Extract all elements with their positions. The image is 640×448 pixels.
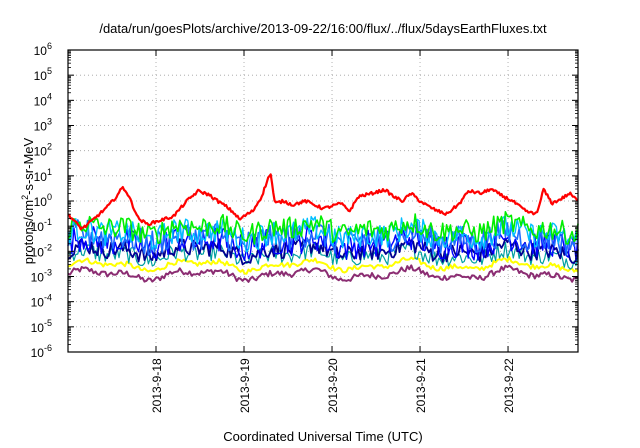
y-tick-label: 10-3 [31,268,52,285]
x-tick-label: 2013-9-22 [502,358,516,413]
series-line [67,211,579,245]
y-tick-label: 101 [34,167,52,184]
chart-title: /data/run/goesPlots/archive/2013-09-22/1… [99,21,547,36]
y-tick-label: 100 [34,192,52,209]
y-axis-label: protons/cm2-s-sr-MeV [20,137,36,264]
x-tick-label: 2013-9-21 [414,358,428,413]
series-layer [67,173,579,283]
y-tick-label: 104 [34,91,52,108]
y-axis: 10-6 10-5 10-4 10-3 10-2 10-1 100 101 102 103 104 1… [31,41,578,360]
series-line [67,224,579,261]
y-tick-label: 103 [34,117,52,134]
x-tick-label: 2013-9-19 [238,358,252,413]
y-tick-label: 10-4 [31,293,52,310]
series-line [67,215,579,253]
y-tick-label: 105 [34,66,52,83]
y-tick-label: 10-2 [31,242,52,259]
grid-lines [68,50,578,352]
y-tick-label: 106 [34,41,52,58]
series-line [67,264,578,283]
x-tick-label: 2013-9-18 [150,358,164,413]
y-tick-label: 10-6 [31,343,52,360]
series-line [67,173,579,231]
y-tick-label: 10-1 [31,217,52,234]
series-line [67,218,579,257]
x-tick-label: 2013-9-20 [326,358,340,413]
x-axis: 2013-9-18 2013-9-19 2013-9-20 2013-9-21 2013… [150,50,516,413]
x-axis-label: Coordinated Universal Time (UTC) [223,429,422,444]
y-tick-label: 10-5 [31,318,52,335]
y-tick-label: 102 [34,142,52,159]
series-line [67,241,579,270]
series-line [67,256,579,275]
